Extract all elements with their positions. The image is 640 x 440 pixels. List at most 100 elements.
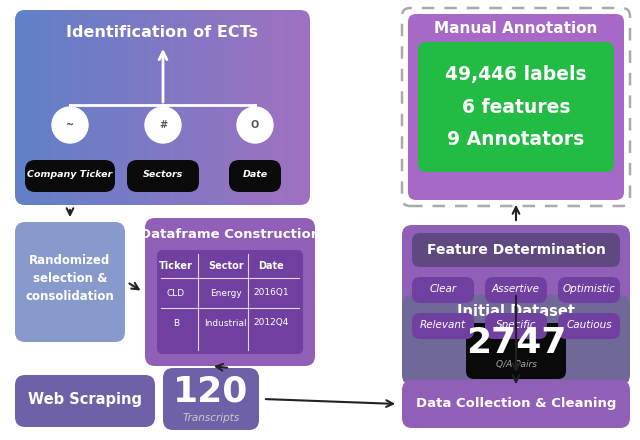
Text: 120: 120 (173, 374, 249, 408)
FancyBboxPatch shape (259, 10, 262, 205)
FancyBboxPatch shape (41, 10, 45, 205)
FancyBboxPatch shape (163, 368, 259, 430)
Circle shape (237, 107, 273, 143)
FancyBboxPatch shape (163, 10, 166, 205)
FancyBboxPatch shape (67, 10, 71, 205)
FancyBboxPatch shape (170, 10, 174, 205)
FancyBboxPatch shape (122, 10, 126, 205)
Text: B: B (173, 319, 179, 327)
FancyBboxPatch shape (181, 10, 185, 205)
FancyBboxPatch shape (229, 160, 281, 192)
FancyBboxPatch shape (485, 313, 547, 339)
Text: Assertive: Assertive (492, 284, 540, 294)
Text: 2012Q4: 2012Q4 (253, 319, 289, 327)
FancyBboxPatch shape (60, 10, 63, 205)
FancyBboxPatch shape (144, 10, 148, 205)
FancyBboxPatch shape (232, 10, 237, 205)
FancyBboxPatch shape (111, 10, 115, 205)
FancyBboxPatch shape (100, 10, 104, 205)
Text: #: # (159, 120, 167, 130)
FancyBboxPatch shape (280, 10, 285, 205)
FancyBboxPatch shape (277, 10, 281, 205)
FancyBboxPatch shape (207, 10, 211, 205)
FancyBboxPatch shape (200, 10, 204, 205)
Text: Manual Annotation: Manual Annotation (435, 21, 598, 36)
Text: Industrial: Industrial (204, 319, 247, 327)
FancyBboxPatch shape (229, 10, 233, 205)
FancyBboxPatch shape (26, 10, 30, 205)
FancyBboxPatch shape (262, 10, 266, 205)
FancyBboxPatch shape (184, 10, 189, 205)
Text: 2016Q1: 2016Q1 (253, 289, 289, 297)
Text: O: O (251, 120, 259, 130)
Text: Optimistic: Optimistic (563, 284, 616, 294)
Text: 9 Annotators: 9 Annotators (447, 130, 584, 149)
FancyBboxPatch shape (412, 277, 474, 303)
FancyBboxPatch shape (418, 42, 614, 172)
FancyBboxPatch shape (104, 10, 108, 205)
FancyBboxPatch shape (96, 10, 100, 205)
Text: Cautious: Cautious (566, 320, 612, 330)
FancyBboxPatch shape (29, 10, 34, 205)
Text: Sector: Sector (208, 261, 243, 271)
FancyBboxPatch shape (402, 225, 630, 373)
FancyBboxPatch shape (214, 10, 218, 205)
Text: Initial Dataset: Initial Dataset (457, 304, 575, 319)
FancyBboxPatch shape (225, 10, 229, 205)
FancyBboxPatch shape (188, 10, 193, 205)
FancyBboxPatch shape (157, 250, 303, 354)
Text: Randomized
selection &
consolidation: Randomized selection & consolidation (26, 253, 115, 303)
FancyBboxPatch shape (466, 323, 566, 379)
FancyBboxPatch shape (558, 313, 620, 339)
FancyBboxPatch shape (236, 10, 241, 205)
FancyBboxPatch shape (408, 14, 624, 200)
FancyBboxPatch shape (133, 10, 137, 205)
Text: Date: Date (258, 261, 284, 271)
FancyBboxPatch shape (37, 10, 42, 205)
FancyBboxPatch shape (92, 10, 97, 205)
Circle shape (52, 107, 88, 143)
FancyBboxPatch shape (15, 222, 125, 342)
FancyBboxPatch shape (485, 277, 547, 303)
FancyBboxPatch shape (81, 10, 86, 205)
FancyBboxPatch shape (137, 10, 141, 205)
FancyBboxPatch shape (77, 10, 82, 205)
FancyBboxPatch shape (129, 10, 134, 205)
Text: Identification of ECTs: Identification of ECTs (67, 25, 259, 40)
FancyBboxPatch shape (251, 10, 255, 205)
Text: Date: Date (243, 169, 268, 179)
Text: 6 features: 6 features (461, 98, 570, 117)
FancyBboxPatch shape (15, 375, 155, 427)
FancyBboxPatch shape (19, 10, 23, 205)
Text: Company Ticker: Company Ticker (28, 169, 113, 179)
FancyBboxPatch shape (244, 10, 248, 205)
FancyBboxPatch shape (211, 10, 214, 205)
FancyBboxPatch shape (173, 10, 178, 205)
FancyBboxPatch shape (148, 10, 152, 205)
FancyBboxPatch shape (159, 10, 163, 205)
Text: Relevant: Relevant (420, 320, 466, 330)
Text: Data Collection & Cleaning: Data Collection & Cleaning (416, 396, 616, 410)
FancyBboxPatch shape (269, 10, 274, 205)
FancyBboxPatch shape (107, 10, 111, 205)
Text: Ticker: Ticker (159, 261, 193, 271)
FancyBboxPatch shape (558, 277, 620, 303)
FancyBboxPatch shape (240, 10, 244, 205)
FancyBboxPatch shape (152, 10, 156, 205)
Text: Sectors: Sectors (143, 169, 183, 179)
Circle shape (145, 107, 181, 143)
FancyBboxPatch shape (70, 10, 74, 205)
FancyBboxPatch shape (125, 10, 130, 205)
FancyBboxPatch shape (52, 10, 56, 205)
FancyBboxPatch shape (127, 160, 199, 192)
Text: Specific: Specific (496, 320, 536, 330)
Text: Feature Determination: Feature Determination (427, 243, 605, 257)
FancyBboxPatch shape (166, 10, 170, 205)
FancyBboxPatch shape (218, 10, 222, 205)
FancyBboxPatch shape (89, 10, 93, 205)
Text: Transcripts: Transcripts (182, 413, 239, 423)
Text: Clear: Clear (429, 284, 456, 294)
FancyBboxPatch shape (203, 10, 207, 205)
FancyBboxPatch shape (412, 233, 620, 267)
Text: 49,446 labels: 49,446 labels (445, 65, 587, 84)
